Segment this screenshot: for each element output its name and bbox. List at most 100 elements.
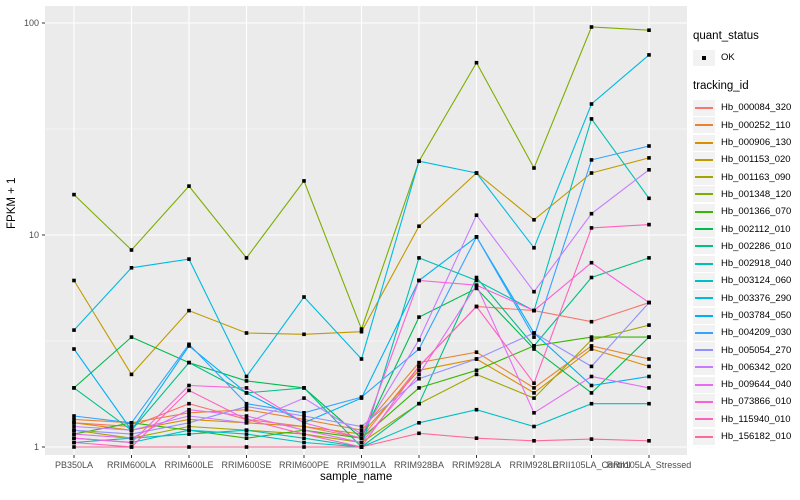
legend-item-Hb_005054_270: Hb_005054_270 xyxy=(693,341,799,359)
data-point xyxy=(474,275,479,280)
data-point xyxy=(129,421,134,425)
data-point xyxy=(359,436,364,440)
legend-item-Hb_115940_010: Hb_115940_010 xyxy=(693,411,799,428)
legend-item-Hb_000084_320: Hb_000084_320 xyxy=(693,99,799,116)
data-point xyxy=(72,436,76,440)
data-point xyxy=(302,445,306,449)
data-point xyxy=(302,295,306,299)
data-point xyxy=(589,211,594,216)
data-point xyxy=(589,401,594,406)
data-point xyxy=(474,372,479,377)
y-tick-label: 100 xyxy=(24,18,39,28)
data-point xyxy=(244,404,249,409)
data-point xyxy=(187,407,191,412)
legend-item-label: Hb_006342_020 xyxy=(721,361,792,373)
legend-item-label: Hb_002918_040 xyxy=(721,258,792,270)
data-point xyxy=(302,432,306,436)
data-point xyxy=(244,428,249,432)
data-point xyxy=(244,331,249,335)
data-point xyxy=(647,386,651,390)
data-point xyxy=(474,171,479,175)
data-point xyxy=(187,421,191,425)
legend-item-label: Hb_115940_010 xyxy=(721,413,791,425)
data-point xyxy=(417,401,421,406)
data-point xyxy=(72,192,76,197)
data-point xyxy=(417,372,421,377)
data-point xyxy=(474,60,479,65)
data-point xyxy=(129,428,134,432)
line-swatch-icon xyxy=(695,193,713,196)
x-tick-label: RRIM600SE xyxy=(221,460,271,470)
x-tick-label: RRIM600LE xyxy=(164,460,213,470)
data-point xyxy=(359,440,364,445)
data-point xyxy=(474,213,479,217)
data-point xyxy=(532,386,536,390)
data-point xyxy=(244,417,249,422)
data-point xyxy=(72,432,76,436)
x-tick-label: RRIM928BA xyxy=(394,460,444,470)
line-swatch-icon xyxy=(695,400,713,403)
data-point xyxy=(647,439,651,443)
data-point xyxy=(474,304,479,309)
data-point xyxy=(589,374,594,379)
legend-key-box xyxy=(693,117,715,134)
data-point xyxy=(72,445,76,449)
legend-item-Hb_002918_040: Hb_002918_040 xyxy=(693,255,799,272)
data-point xyxy=(532,308,536,313)
legend-item-Hb_003124_060: Hb_003124_060 xyxy=(693,272,799,289)
legend-item-label: Hb_003784_050 xyxy=(721,310,792,321)
data-point xyxy=(474,436,479,440)
data-point xyxy=(302,421,306,425)
plot-panel xyxy=(45,6,687,455)
data-point xyxy=(129,436,134,440)
data-point xyxy=(474,235,479,239)
data-point xyxy=(589,391,594,395)
data-point xyxy=(72,417,76,422)
line-swatch-icon xyxy=(695,297,713,300)
legend-item-label: Hb_000084_320 xyxy=(721,102,792,114)
legend-key-box xyxy=(693,99,715,116)
line-swatch-icon xyxy=(695,383,713,386)
legend-key-box xyxy=(693,49,715,66)
legend-item-label: Hb_003376_290 xyxy=(721,292,792,304)
data-point xyxy=(474,283,479,287)
data-point xyxy=(532,218,536,222)
data-point xyxy=(244,391,249,395)
legend-quant-status: quant_status OK xyxy=(693,30,799,66)
x-tick-label: RRII105LA_Stressed xyxy=(607,460,692,470)
x-tick-label: RRIM600PE xyxy=(279,460,329,470)
legend-tracking-id: tracking_id Hb_000084_320 Hb_000252_110 Hb… xyxy=(693,80,799,445)
data-point xyxy=(187,383,191,388)
data-point xyxy=(532,335,536,339)
legend-item-label: Hb_156182_010 xyxy=(721,431,792,443)
y-axis-title: FPKM + 1 xyxy=(6,177,18,229)
data-point xyxy=(187,411,191,415)
line-swatch-icon xyxy=(695,158,713,161)
data-point xyxy=(187,401,191,406)
line-swatch-icon xyxy=(695,245,713,248)
legend-item-Hb_001366_070: Hb_001366_070 xyxy=(693,203,799,220)
data-point xyxy=(129,424,134,429)
data-point xyxy=(72,386,76,390)
data-point xyxy=(532,439,536,443)
legend-key-box xyxy=(693,169,715,186)
data-point xyxy=(302,386,306,390)
data-point xyxy=(359,395,364,399)
data-point xyxy=(359,445,364,449)
data-point xyxy=(72,278,76,283)
data-point xyxy=(589,364,594,369)
data-point xyxy=(302,436,306,440)
data-point xyxy=(187,388,191,393)
data-point xyxy=(417,364,421,369)
data-point xyxy=(532,381,536,385)
legend-item-label: Hb_009644_040 xyxy=(721,379,792,391)
data-point xyxy=(532,424,536,429)
data-point xyxy=(589,260,594,265)
data-point xyxy=(302,417,306,422)
legend-key-box xyxy=(693,359,715,376)
data-point xyxy=(129,248,134,252)
legend-key-box xyxy=(693,134,715,151)
legend-quant-status-title: quant_status xyxy=(693,30,759,42)
data-point xyxy=(187,428,191,432)
